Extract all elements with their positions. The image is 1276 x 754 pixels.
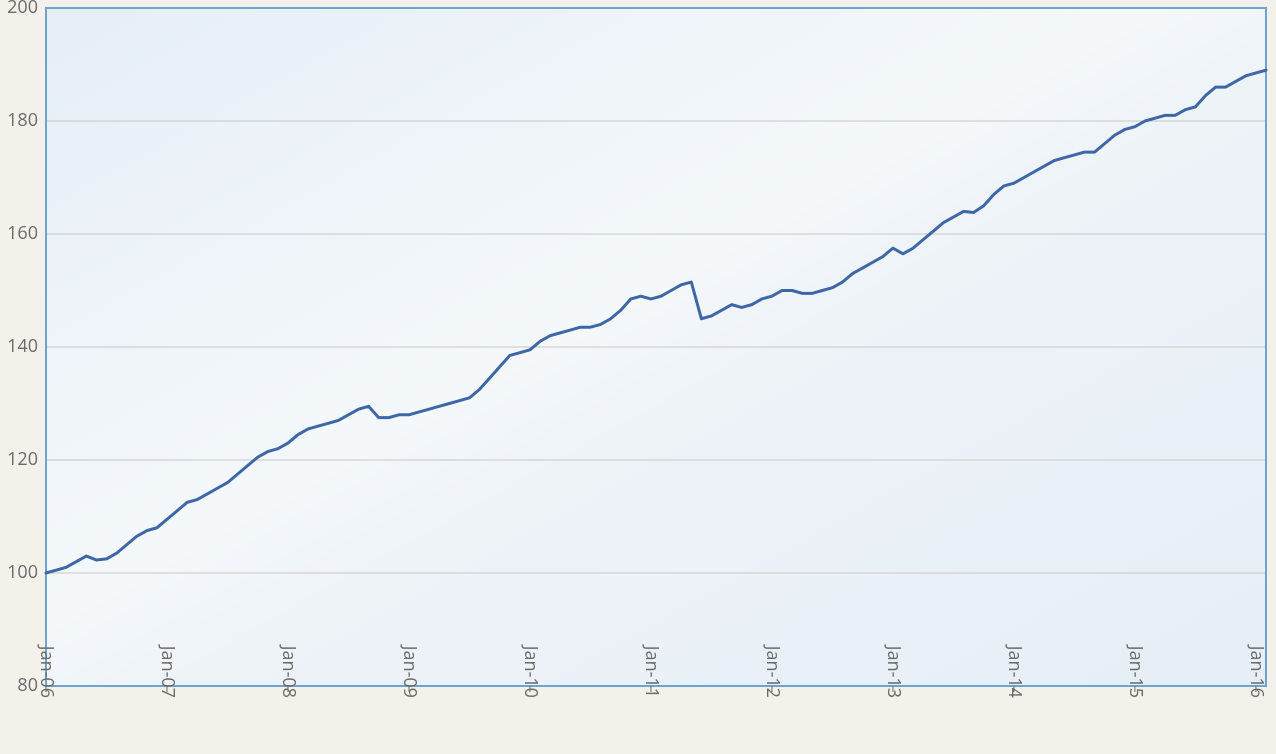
chart-wrap: 80 100 120 140 160 180 200 Jan-06 Jan-07 Jan-08 Ja… [0,0,1276,754]
x-tick-label: Jan-09 [398,644,422,698]
line-chart: 80 100 120 140 160 180 200 Jan-06 Jan-07 Jan-08 Ja… [0,0,1276,754]
y-tick-label: 80 [17,673,38,697]
y-tick-label: 120 [7,447,38,471]
chart-container: 80 100 120 140 160 180 200 Jan-06 Jan-07 Jan-08 Ja… [0,0,1276,754]
y-tick-label: 160 [7,221,38,245]
x-tick-label: Jan-10 [519,644,543,698]
y-tick-label: 140 [7,334,38,358]
x-tick-label: Jan-08 [277,644,301,698]
x-tick-label: Jan-06 [35,644,59,698]
y-tick-label: 200 [7,0,38,19]
y-tick-label: 180 [7,108,38,132]
x-tick-label: Jan-11 [640,644,664,698]
x-tick-label: Jan-14 [1003,644,1027,698]
x-tick-label: Jan-15 [1124,644,1148,698]
x-tick-label: Jan-13 [882,644,906,698]
x-tick-label: Jan-12 [761,644,785,698]
x-tick-label: Jan-07 [156,644,180,698]
y-tick-label: 100 [7,560,38,584]
x-tick-label: Jan-16 [1245,644,1269,698]
